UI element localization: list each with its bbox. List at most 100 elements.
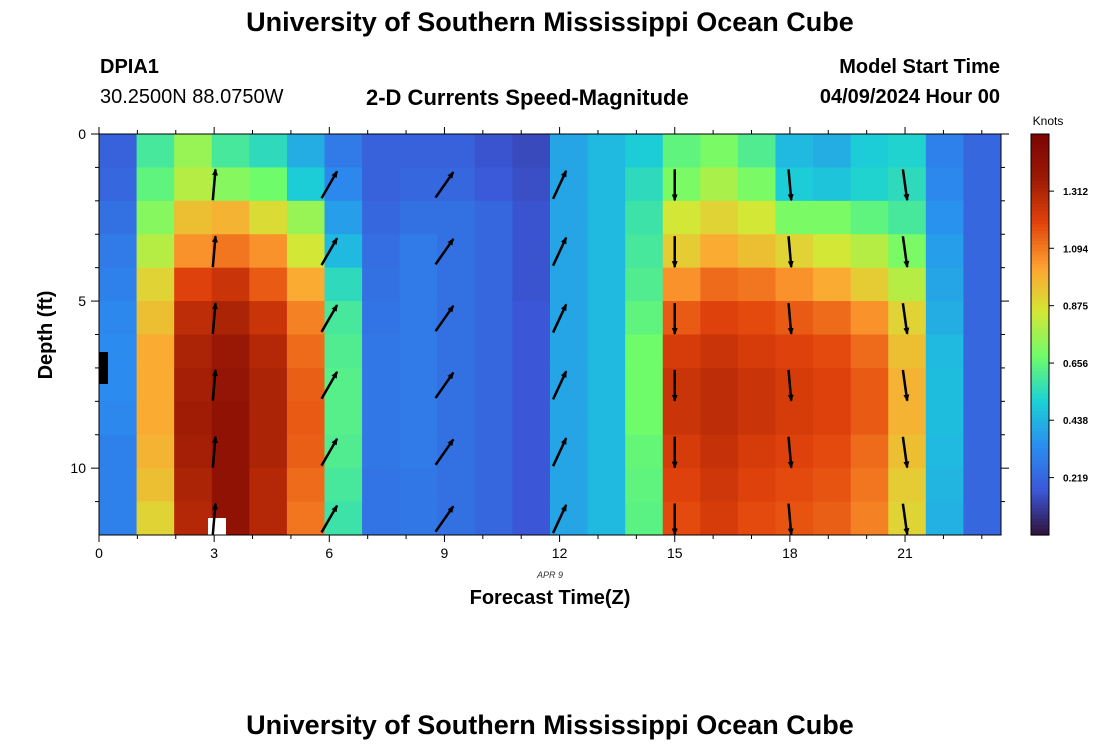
colorbar-segment xyxy=(1031,518,1049,523)
colorbar-segment xyxy=(1031,190,1049,195)
heatmap-cell xyxy=(362,468,401,503)
heatmap-cell xyxy=(700,200,739,235)
colorbar-segment xyxy=(1031,434,1049,439)
colorbar-segment xyxy=(1031,364,1049,369)
heatmap-cell xyxy=(850,367,889,402)
heatmap-cell xyxy=(512,468,551,503)
heatmap-cell xyxy=(437,367,476,402)
colorbar-segment xyxy=(1031,210,1049,215)
colorbar-segment xyxy=(1031,444,1049,449)
heatmap-cell xyxy=(550,334,589,369)
x-tick-label: 9 xyxy=(441,545,449,561)
colorbar-segment xyxy=(1031,337,1049,342)
colorbar-segment xyxy=(1031,474,1049,479)
heatmap-cell xyxy=(925,267,964,302)
heatmap-cell xyxy=(512,334,551,369)
y-tick-label: 0 xyxy=(78,126,86,142)
colorbar-segment xyxy=(1031,524,1049,529)
heatmap-cell xyxy=(512,267,551,302)
heatmap-cell xyxy=(324,134,363,168)
heatmap-cell xyxy=(174,234,213,269)
colorbar-segment xyxy=(1031,174,1049,179)
x-tick-label: 12 xyxy=(552,545,568,561)
current-vector-arrow xyxy=(211,502,218,535)
heatmap-cell xyxy=(324,334,363,369)
heatmap-cell xyxy=(286,501,325,536)
heatmap-cell xyxy=(850,200,889,235)
heatmap-cell xyxy=(399,167,438,202)
heatmap-cell xyxy=(399,468,438,503)
heatmap-cell xyxy=(662,167,701,202)
heatmap-cell xyxy=(963,401,1002,436)
x-tick-label: 6 xyxy=(325,545,333,561)
colorbar-segment xyxy=(1031,501,1049,506)
colorbar-segment xyxy=(1031,220,1049,225)
heatmap-cell xyxy=(963,501,1002,536)
model-start-value: 04/09/2024 Hour 00 xyxy=(819,86,1000,108)
heatmap-cell xyxy=(362,367,401,402)
colorbar-segment xyxy=(1031,381,1049,386)
x-tick-label: 21 xyxy=(897,545,913,561)
heatmap-cell xyxy=(550,267,589,302)
heatmap-cell xyxy=(550,134,589,168)
heatmap-cell xyxy=(813,267,852,302)
y-axis-label: Depth (ft) xyxy=(35,291,57,380)
heatmap-cell xyxy=(775,501,814,536)
colorbar-segment xyxy=(1031,511,1049,516)
current-vector-arrow xyxy=(434,304,455,332)
current-vector-arrow xyxy=(901,236,910,269)
heatmap-cell xyxy=(625,501,664,536)
heatmap-cell xyxy=(286,267,325,302)
colorbar-segment xyxy=(1031,441,1049,446)
heatmap-cell xyxy=(963,167,1002,202)
colorbar-segment xyxy=(1031,461,1049,466)
current-vector-arrow xyxy=(551,236,568,267)
heatmap-cell xyxy=(775,134,814,168)
colorbar-segment xyxy=(1031,491,1049,496)
colorbar-segment xyxy=(1031,408,1049,412)
colorbar-segment xyxy=(1031,347,1049,352)
current-vector-arrow xyxy=(787,369,794,402)
heatmap-cell xyxy=(286,468,325,503)
heatmap-cell xyxy=(99,134,138,168)
heatmap-cell xyxy=(512,234,551,269)
colorbar-segment xyxy=(1031,234,1049,239)
heatmap-cell xyxy=(587,367,626,402)
heatmap-cell xyxy=(813,334,852,369)
current-vector-arrow xyxy=(901,436,910,469)
colorbar-segment xyxy=(1031,438,1049,443)
colorbar-segment xyxy=(1031,314,1049,319)
heatmap-cell xyxy=(700,468,739,503)
heatmap-cell xyxy=(99,401,138,436)
heatmap-cells xyxy=(99,134,1002,536)
colorbar-segment xyxy=(1031,361,1049,366)
colorbar: 1.312 1.094 0.875 0.656 0.438 0.219 xyxy=(1030,133,1088,536)
heatmap-cell xyxy=(474,401,513,436)
heatmap-cell xyxy=(136,401,175,436)
current-vector-arrow xyxy=(434,505,455,533)
footer-title: University of Southern Mississippi Ocean… xyxy=(246,710,854,740)
colorbar-segment xyxy=(1031,321,1049,326)
heatmap-cell xyxy=(437,267,476,302)
heatmap-cell xyxy=(474,468,513,503)
colorbar-segment xyxy=(1031,134,1049,138)
colorbar-segment xyxy=(1031,384,1049,389)
colorbar-segment xyxy=(1031,304,1049,309)
heatmap-cell xyxy=(286,234,325,269)
heatmap-cell xyxy=(136,468,175,503)
heatmap-cell xyxy=(399,301,438,335)
heatmap-cell xyxy=(437,334,476,369)
heatmap-cell xyxy=(700,234,739,269)
heatmap-cell xyxy=(925,234,964,269)
x-tick-label: 18 xyxy=(782,545,798,561)
heatmap-cell xyxy=(625,301,664,335)
heatmap-cell xyxy=(813,234,852,269)
colorbar-tick-label: 0.656 xyxy=(1063,359,1088,370)
colorbar-segment xyxy=(1031,401,1049,406)
colorbar-segment xyxy=(1031,297,1049,302)
colorbar-segment xyxy=(1031,144,1049,148)
heatmap-cell xyxy=(99,301,138,335)
colorbar-segment xyxy=(1031,257,1049,262)
heatmap-cell xyxy=(775,167,814,202)
